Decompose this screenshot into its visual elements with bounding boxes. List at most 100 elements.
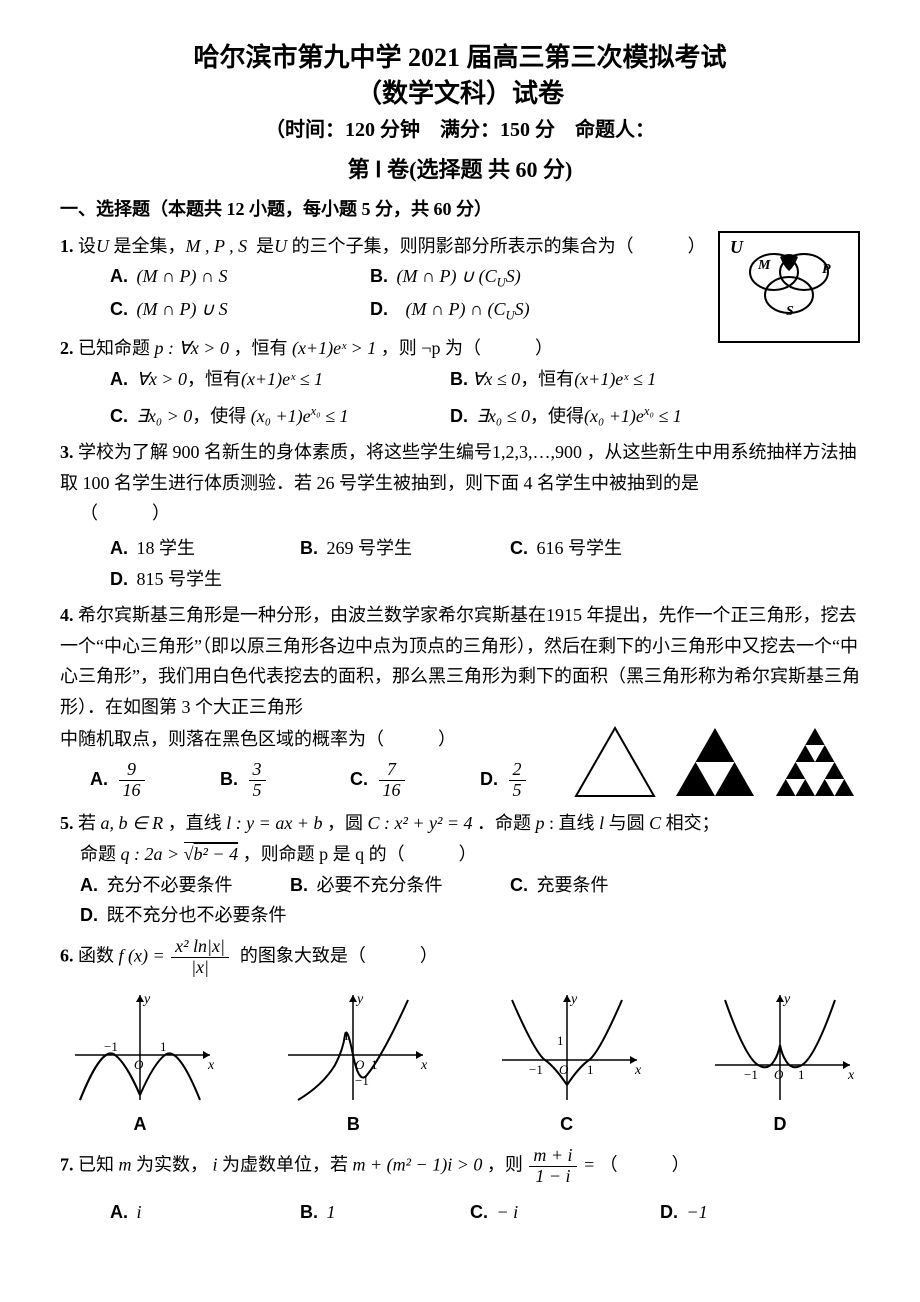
q4-num: 4. [60,605,74,625]
q3-num: 3. [60,442,74,462]
q4-C-num: 7 [379,760,405,781]
q6-graph-D: y x O −11 D [700,985,860,1140]
q4-A-den: 16 [119,781,145,801]
svg-text:−1: −1 [104,1039,118,1054]
q7-i: i [213,1154,218,1174]
q1-text-d: 的三个子集，则阴影部分所表示的集合为 [292,236,616,256]
question-7: 7. 已知 m 为实数， i 为虚数单位，若 m + (m² − 1)i > 0… [60,1146,860,1227]
q2-A-r: (x+1)eˣ ≤ 1 [241,369,323,389]
sierpinski-1 [570,722,660,802]
q6-graph-B: y x O 1 1 −1 B [273,985,433,1140]
q3-optD: 815 号学生 [137,569,223,589]
q2-A-l: ∀x > 0 [137,369,187,389]
q3-optA: 18 学生 [137,538,196,558]
q1-optD-sub: U [505,309,514,323]
q5-text-f: ，则命题 p 是 q 的 [243,844,387,864]
q7-frac-den: 1 − i [529,1167,576,1187]
q2-C-r: (x₀ +1)e [251,406,311,426]
q4-C-den: 16 [379,781,405,801]
q1-optB-tail: S) [506,266,521,286]
q2-D-r: (x₀ +1)e [584,406,644,426]
q7-text-b: 为实数， [136,1154,208,1174]
q2-B-m: ，恒有 [520,369,574,389]
q3-optC: 616 号学生 [537,538,623,558]
q2-p-lhs: p : ∀x > 0 [155,338,229,358]
svg-text:y: y [782,992,791,1007]
q1-optD-tail: S) [515,299,530,319]
q7-optA: i [137,1202,142,1222]
q6-f-lhs: f (x) = [119,945,170,965]
q2-p-rhs: (x+1)eˣ > 1 [292,338,376,358]
q2-C-m: ，使得 [192,406,251,426]
svg-text:1: 1 [798,1067,805,1082]
q1-optD: (M ∩ P) ∩ (C [406,299,506,319]
q5-circle: C : x² + y² = 4 [367,813,472,833]
q1-optB-sub: U [497,276,506,290]
q1-optA: (M ∩ P) ∩ S [137,266,228,286]
exam-title-line2: （数学文科）试卷 [60,76,860,112]
svg-text:M: M [757,258,771,273]
q6-graph-C: y x O −11 1 C [487,985,647,1140]
q2-D-tail: ≤ 1 [654,406,682,426]
venn-u-label: U [730,237,744,257]
q2-B-r: (x+1)eˣ ≤ 1 [574,369,656,389]
svg-text:−1: −1 [744,1067,758,1082]
q6-graph-A: y x O −11 A [60,985,220,1140]
q3-text: 学校为了解 900 名新生的身体素质，将这些学生编号1,2,3,…,900 ，从… [60,442,857,493]
q2-D-m: ，使得 [530,406,584,426]
q1-optC: (M ∩ P) ∪ S [137,299,228,319]
q7-optD: −1 [687,1202,708,1222]
q3-optB: 269 号学生 [327,538,413,558]
q6-num: 6. [60,945,74,965]
q5-optB: 必要不充分条件 [317,875,443,895]
q6-label-C: C [487,1109,647,1140]
q2-D-l: ∃x₀ ≤ 0 [477,406,531,426]
q5-optC: 充要条件 [537,875,609,895]
q2-B-l: ∀x ≤ 0 [472,369,520,389]
q2-C-l: ∃x₀ > 0 [137,406,193,426]
q1-num: 1. [60,236,74,256]
q5-q-sqrt: b² − 4 [194,844,239,864]
q5-q-l: q : 2a > [121,844,184,864]
question-1: U M P S 1. 设U 是全集，M , P , S 是U 的三个子集，则阴影… [60,231,860,328]
q1-optB: (M ∩ P) ∪ (C [397,266,497,286]
q4-text-b: 中随机取点，则落在黑色区域的概率为 [60,729,366,749]
q6-text-a: 函数 [78,945,114,965]
exam-title-line1: 哈尔滨市第九中学 2021 届高三第三次模拟考试 [60,40,860,76]
q7-optB: 1 [327,1202,336,1222]
q1-text-c: 是 [256,236,274,256]
exam-info-line: （时间：120 分钟 满分：150 分 命题人： [60,113,860,147]
svg-text:O: O [134,1057,144,1072]
q7-text-d: ，则 [487,1154,523,1174]
q7-eq: = [583,1154,600,1174]
sierpinski-figures [570,722,860,802]
q5-l: l : y = ax + b [226,813,322,833]
svg-text:1: 1 [160,1039,167,1054]
sierpinski-3 [770,722,860,802]
q6-label-D: D [700,1109,860,1140]
svg-text:x: x [207,1058,215,1073]
svg-text:S: S [786,304,794,319]
q5-text-e: 命题 [80,844,116,864]
q4-A-num: 9 [119,760,145,781]
q2-num: 2. [60,338,74,358]
q5-text-b: ，直线 [168,813,222,833]
svg-text:O: O [774,1067,784,1082]
q7-optC: − i [497,1202,519,1222]
sierpinski-2 [670,722,760,802]
q5-optA: 充分不必要条件 [107,875,233,895]
svg-text:x: x [634,1063,642,1078]
q2-A-m: ，恒有 [187,369,241,389]
section1-header: 一、选择题（本题共 12 小题，每小题 5 分，共 60 分） [60,194,860,225]
q6-f-den: |x| [171,958,229,978]
section-header: 第 Ⅰ 卷(选择题 共 60 分) [60,151,860,188]
q6-f-num: x² ln|x| [171,937,229,958]
q7-expr: m + (m² − 1)i > 0 [353,1154,483,1174]
q2-D-exp: x₀ [644,404,654,418]
q1-text-a: 设 [78,236,96,256]
question-6: 6. 函数 f (x) = x² ln|x||x| 的图象大致是（ ） y x … [60,937,860,1140]
q7-text-c: 为虚数单位，若 [222,1154,348,1174]
q7-num: 7. [60,1154,74,1174]
q2-text-a: 已知命题 [78,338,150,358]
svg-text:y: y [142,992,151,1007]
